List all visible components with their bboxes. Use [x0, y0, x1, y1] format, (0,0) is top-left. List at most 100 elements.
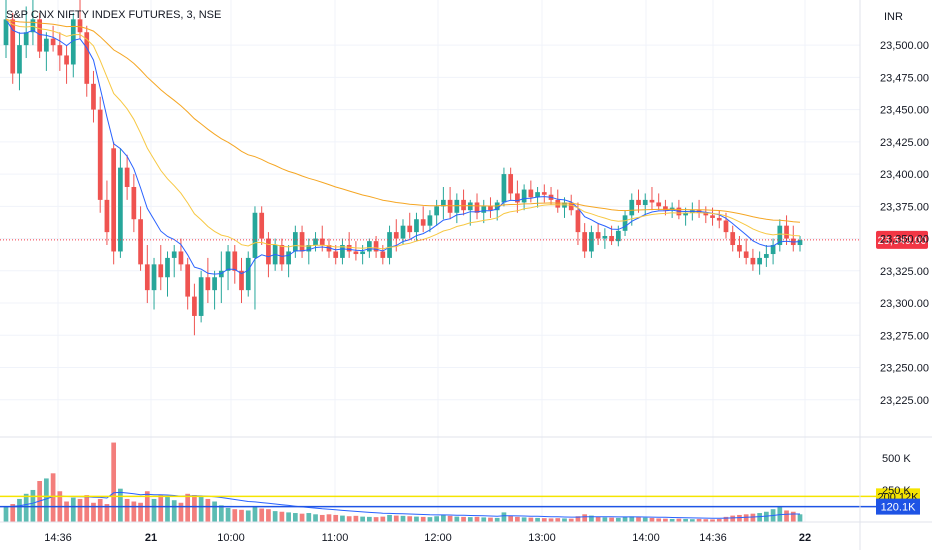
candle-body	[656, 202, 662, 207]
candle-body	[198, 277, 204, 316]
candle-body	[313, 238, 318, 246]
volume-bar	[575, 516, 581, 522]
price-axis[interactable]: 23,225.00 23,250.00 23,275.00 23,300.00 23,3…	[880, 40, 929, 407]
time-tick-label: 14:00	[632, 532, 660, 544]
candle-body	[535, 192, 540, 198]
candle-body	[77, 19, 83, 33]
volume-bar	[198, 496, 204, 522]
candle-body	[541, 192, 547, 195]
last-price-badge	[876, 230, 928, 249]
time-axis[interactable]: 14:36 21 10:00 11:00 12:00 13:00 14:00 14:36 22	[44, 532, 811, 544]
candle-body	[373, 241, 379, 252]
volume-bar	[111, 442, 117, 522]
volume-bar	[710, 519, 715, 522]
candle-body	[589, 232, 594, 252]
candle-body	[743, 251, 749, 258]
volume-bar	[44, 478, 49, 522]
volume-bar	[313, 514, 318, 522]
volume-bar	[319, 514, 325, 522]
volume-bar	[750, 513, 756, 522]
candle-body	[380, 251, 386, 258]
volume-bar	[757, 513, 762, 522]
volume-bar	[595, 516, 601, 522]
candle-body	[57, 45, 63, 56]
candle-body	[23, 32, 29, 46]
volume-bar	[151, 498, 157, 522]
volume-bar	[165, 496, 170, 522]
volume-bar	[407, 516, 413, 522]
volume-bar	[615, 517, 621, 522]
volume-bar	[454, 516, 460, 522]
volume-bar	[622, 516, 628, 522]
candle-body	[299, 232, 305, 252]
volume-bar	[387, 514, 392, 522]
candle-body	[259, 212, 265, 239]
volume-bar	[663, 518, 668, 522]
volume-bar	[17, 498, 22, 522]
candle-body	[225, 251, 231, 271]
volume-bar	[360, 516, 365, 522]
price-tick-label: 23,325.00	[880, 266, 929, 278]
volume-bar	[306, 513, 312, 522]
candle-body	[252, 212, 258, 258]
volume-bar	[602, 517, 608, 522]
volume-bar	[23, 493, 29, 522]
candle-body	[400, 225, 406, 239]
candle-body	[165, 257, 170, 278]
volume-bar	[259, 508, 265, 522]
volume-bar	[64, 501, 69, 522]
price-tick-label: 23,450.00	[880, 105, 929, 117]
candle-body	[615, 230, 621, 242]
volume-bar	[279, 511, 285, 522]
volume-bar	[393, 515, 399, 522]
price-tick-label: 23,475.00	[880, 72, 929, 84]
candle-body	[797, 239, 803, 246]
time-tick-label: 10:00	[217, 532, 245, 544]
candle-body	[104, 199, 110, 233]
candle-body	[340, 245, 345, 258]
candle-body	[407, 225, 413, 233]
volume-axis[interactable]: 500 K 250 K	[882, 453, 911, 497]
volume-bar	[192, 495, 197, 522]
candle-body	[360, 251, 365, 255]
candle-body	[515, 193, 520, 203]
volume-bar	[568, 518, 574, 522]
ma-mid-line	[5, 18, 801, 250]
candle-body	[367, 241, 372, 252]
candle-body	[414, 219, 419, 233]
candle-body	[703, 212, 709, 216]
volume-bar	[737, 514, 742, 522]
volume-tick-label: 250 K	[882, 485, 911, 497]
volume-bar	[656, 518, 662, 522]
candle-body	[757, 257, 762, 265]
candle-body	[292, 232, 298, 252]
volume-bar	[70, 497, 76, 522]
volume-bar	[508, 515, 514, 522]
volume-bar	[555, 518, 561, 522]
candle-body	[286, 251, 291, 265]
candle-body	[508, 174, 514, 194]
candle-body	[333, 251, 339, 258]
candle-body	[737, 245, 742, 252]
last-price-text: 23,349.00	[878, 235, 927, 247]
currency-label[interactable]: INR	[884, 11, 903, 23]
volume-bar	[683, 518, 688, 522]
volume-bar	[299, 513, 305, 522]
candle-body	[151, 264, 157, 291]
time-tick-label: 22	[799, 532, 811, 544]
grid	[0, 0, 860, 522]
volume-bar	[158, 495, 164, 522]
candle-body	[353, 251, 359, 255]
candle-body	[481, 206, 487, 213]
candle-body	[111, 148, 117, 252]
candle-body	[636, 199, 641, 206]
candle-body	[501, 174, 507, 203]
candle-body	[602, 235, 608, 239]
time-tick-label: 14:36	[699, 532, 727, 544]
candle-body	[37, 19, 42, 52]
volume-bar	[252, 506, 258, 522]
volume-bar	[730, 515, 736, 522]
volume-bar	[205, 498, 211, 522]
volume-bar	[716, 518, 722, 522]
